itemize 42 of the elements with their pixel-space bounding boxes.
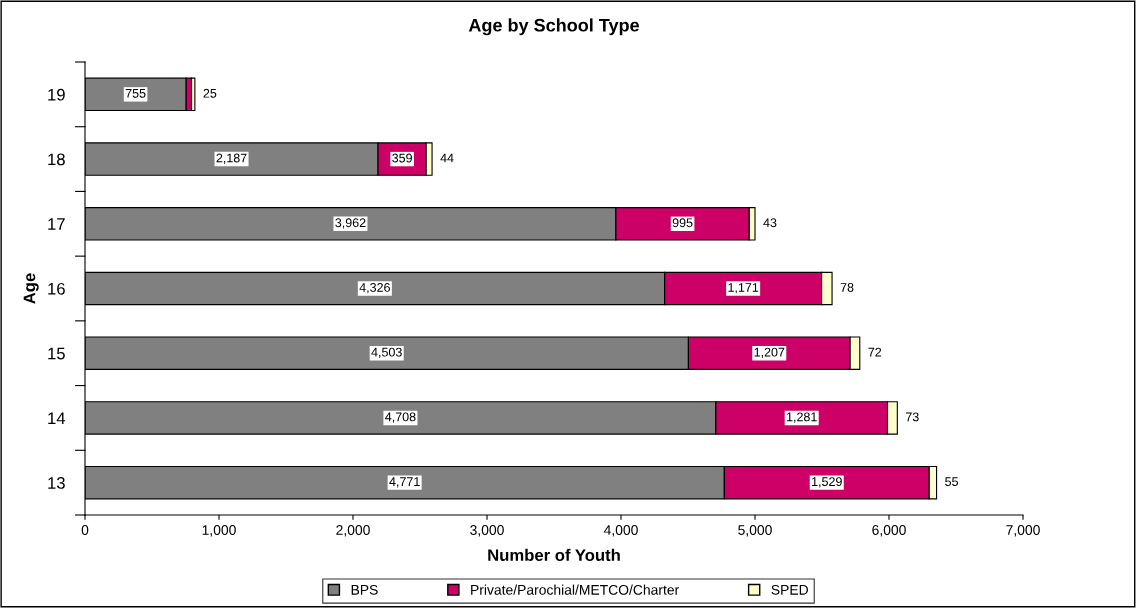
y-tick-label: 13: [48, 477, 65, 489]
data-label: 4,326: [359, 283, 390, 294]
y-tick-label: 17: [48, 218, 65, 230]
data-label: 1,207: [754, 347, 785, 359]
y-tick-label: 18: [48, 153, 65, 166]
bar: [190, 77, 196, 112]
x-tick-label: 4,000: [603, 525, 638, 537]
x-tick-label: 1,000: [202, 525, 236, 537]
x-tick-label: 7,000: [1006, 525, 1040, 537]
data-label: 995: [672, 218, 693, 228]
data-label: 72: [868, 347, 882, 357]
data-label: 359: [392, 153, 412, 163]
data-label: 1,171: [728, 283, 759, 294]
y-tick-label: 15: [48, 347, 65, 360]
data-label: 55: [945, 477, 958, 486]
x-axis-title: Number of Youth: [488, 548, 620, 562]
y-tick-label: 16: [48, 282, 65, 295]
data-label: 25: [203, 88, 217, 98]
data-label: 1,281: [787, 412, 817, 423]
data-label: 43: [763, 218, 777, 228]
chart-title: Age by School Type: [468, 18, 639, 36]
data-label: 4,771: [389, 477, 420, 488]
data-label: 4,503: [371, 347, 402, 359]
data-label: 73: [905, 412, 919, 422]
legend-label: SPED: [771, 584, 808, 595]
x-tick-label: 2,000: [336, 525, 370, 537]
x-tick-label: 0: [81, 525, 89, 535]
y-tick-label: 14: [48, 412, 66, 424]
legend-label: BPS: [351, 584, 378, 595]
x-tick-label: 6,000: [872, 525, 906, 537]
y-axis-title: Age: [23, 273, 39, 304]
x-tick-label: 5,000: [738, 525, 772, 537]
x-tick-label: 3,000: [470, 525, 504, 537]
data-label: 2,187: [216, 153, 247, 164]
y-tick-label: 19: [48, 88, 65, 101]
data-label: 755: [125, 88, 146, 98]
legend-label: Private/Parochial/METCO/Charter: [471, 584, 679, 595]
data-label: 78: [840, 283, 854, 292]
data-label: 4,708: [385, 412, 416, 423]
data-label: 44: [440, 153, 454, 163]
data-label: 1,529: [812, 477, 842, 488]
data-label: 3,962: [335, 218, 366, 229]
